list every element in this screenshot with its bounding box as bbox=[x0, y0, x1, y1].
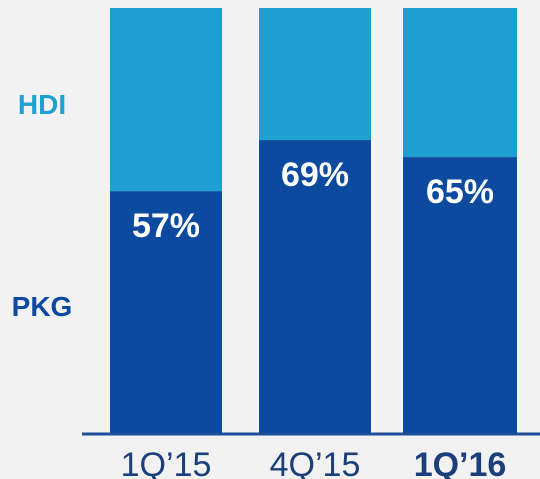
category-labels-group: 1Q’15 4Q’15 1Q’16 bbox=[121, 446, 507, 479]
bars-group bbox=[110, 8, 517, 434]
bar-segment-hdi-2 bbox=[259, 8, 371, 141]
legend: HDI PKG bbox=[12, 89, 73, 322]
bar-segment-pkg-2 bbox=[259, 140, 371, 434]
bar-segment-pkg-1 bbox=[110, 191, 222, 434]
pkg-value-label-3: 65% bbox=[426, 173, 494, 211]
pkg-value-label-1: 57% bbox=[132, 207, 200, 245]
segment-labels-group: 57% 69% 65% bbox=[132, 156, 494, 245]
category-label-2: 4Q’15 bbox=[270, 446, 361, 479]
category-label-3: 1Q’16 bbox=[414, 446, 507, 479]
bar-segment-pkg-3 bbox=[403, 157, 517, 434]
bar-segment-hdi-3 bbox=[403, 8, 517, 158]
legend-hdi: HDI bbox=[18, 89, 66, 120]
category-label-1: 1Q’15 bbox=[121, 446, 212, 479]
pkg-value-label-2: 69% bbox=[281, 156, 349, 194]
legend-pkg: PKG bbox=[12, 291, 73, 322]
bar-segment-hdi-1 bbox=[110, 8, 222, 192]
